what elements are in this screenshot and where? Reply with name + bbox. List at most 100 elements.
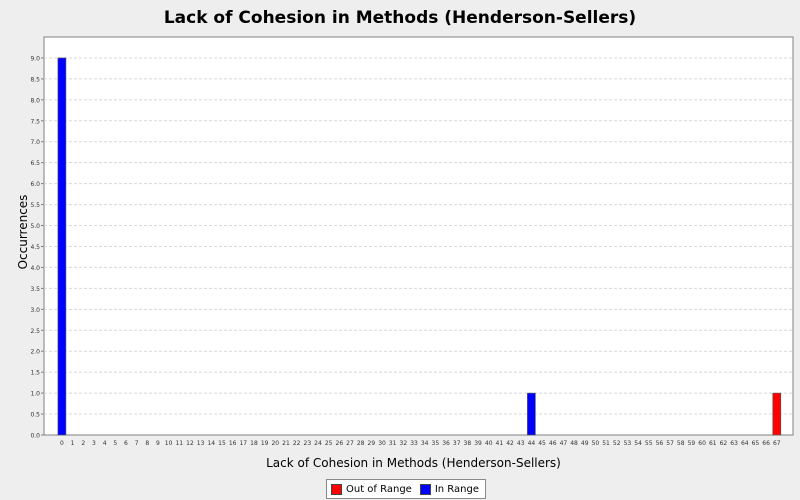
x-tick-label: 62 xyxy=(720,440,728,447)
y-tick-label: 1.0 xyxy=(30,391,40,398)
x-tick-label: 58 xyxy=(677,440,685,447)
x-tick-label: 45 xyxy=(538,440,546,447)
x-tick-label: 18 xyxy=(250,440,258,447)
x-tick-label: 29 xyxy=(368,440,376,447)
legend-item-in-range: In Range xyxy=(419,483,479,495)
x-tick-label: 6 xyxy=(124,440,128,447)
x-tick-label: 21 xyxy=(282,440,290,447)
y-tick-label: 7.5 xyxy=(30,118,40,125)
x-tick-label: 31 xyxy=(389,440,397,447)
x-tick-label: 50 xyxy=(592,440,600,447)
y-tick-label: 0.5 xyxy=(30,412,40,419)
x-tick-label: 1 xyxy=(71,440,75,447)
y-tick-label: 8.5 xyxy=(30,76,40,83)
x-tick-label: 54 xyxy=(634,440,642,447)
x-tick-label: 67 xyxy=(773,440,781,447)
y-tick-label: 4.5 xyxy=(30,244,40,251)
y-tick-label: 4.0 xyxy=(30,265,40,272)
x-tick-label: 9 xyxy=(156,440,160,447)
y-tick-label: 3.0 xyxy=(30,307,40,314)
bar-out-of-range-67 xyxy=(772,392,782,436)
x-tick-label: 17 xyxy=(239,440,247,447)
x-tick-label: 2 xyxy=(81,440,85,447)
y-tick-label: 2.0 xyxy=(30,349,40,356)
chart-title: Lack of Cohesion in Methods (Henderson-S… xyxy=(163,8,637,28)
y-tick-label: 1.5 xyxy=(30,370,40,377)
x-tick-label: 24 xyxy=(314,440,322,447)
y-tick-label: 8.0 xyxy=(30,97,40,104)
x-tick-label: 22 xyxy=(293,440,301,447)
x-tick-label: 5 xyxy=(113,440,117,447)
x-tick-label: 49 xyxy=(581,440,589,447)
x-tick-label: 57 xyxy=(666,440,674,447)
x-tick-label: 35 xyxy=(432,440,440,447)
x-tick-label: 27 xyxy=(346,440,354,447)
x-tick-label: 32 xyxy=(400,440,408,447)
x-tick-label: 46 xyxy=(549,440,557,447)
x-tick-label: 56 xyxy=(656,440,664,447)
x-axis-label: Lack of Cohesion in Methods (Henderson-S… xyxy=(266,456,561,470)
x-tick-label: 47 xyxy=(560,440,568,447)
x-tick-label: 20 xyxy=(271,440,279,447)
x-tick-label: 0 xyxy=(60,440,64,447)
x-tick-label: 25 xyxy=(325,440,333,447)
x-tick-label: 12 xyxy=(186,440,194,447)
bar-in-range-0 xyxy=(57,57,67,436)
y-tick-label: 5.0 xyxy=(30,223,40,230)
x-tick-label: 10 xyxy=(165,440,173,447)
y-tick-label: 6.5 xyxy=(30,160,40,167)
legend-swatch-red xyxy=(331,483,342,495)
x-tick-label: 39 xyxy=(474,440,482,447)
x-tick-label: 60 xyxy=(698,440,706,447)
x-tick-label: 61 xyxy=(709,440,717,447)
legend: Out of Range In Range xyxy=(326,479,486,499)
x-tick-label: 38 xyxy=(464,440,472,447)
y-axis-label: Occurrences xyxy=(16,195,30,270)
y-tick-label: 9.0 xyxy=(30,55,40,62)
y-tick-label: 2.5 xyxy=(30,328,40,335)
legend-label-in-range: In Range xyxy=(434,483,479,495)
x-tick-label: 63 xyxy=(730,440,738,447)
x-tick-label: 48 xyxy=(570,440,578,447)
x-tick-label: 11 xyxy=(175,440,183,447)
plot-area xyxy=(43,36,794,436)
x-tick-label: 59 xyxy=(688,440,696,447)
x-tick-label: 36 xyxy=(442,440,450,447)
x-tick-label: 64 xyxy=(741,440,749,447)
x-tick-label: 23 xyxy=(304,440,312,447)
x-tick-label: 19 xyxy=(261,440,269,447)
y-tick-label: 6.0 xyxy=(30,181,40,188)
x-tick-label: 42 xyxy=(506,440,514,447)
x-tick-label: 14 xyxy=(207,440,215,447)
x-tick-label: 55 xyxy=(645,440,653,447)
x-tick-label: 53 xyxy=(624,440,632,447)
x-tick-label: 44 xyxy=(528,440,536,447)
y-tick-label: 5.5 xyxy=(30,202,40,209)
x-tick-label: 13 xyxy=(197,440,205,447)
x-tick-label: 52 xyxy=(613,440,621,447)
legend-label-out-of-range: Out of Range xyxy=(346,483,412,495)
y-tick-label: 0.0 xyxy=(30,433,40,440)
x-tick-label: 26 xyxy=(336,440,344,447)
x-tick-label: 15 xyxy=(218,440,226,447)
y-tick-label: 3.5 xyxy=(30,286,40,293)
x-tick-label: 28 xyxy=(357,440,365,447)
legend-item-out-of-range: Out of Range xyxy=(331,483,412,495)
x-tick-label: 65 xyxy=(752,440,760,447)
legend-swatch-blue xyxy=(419,483,431,495)
x-tick-label: 16 xyxy=(229,440,237,447)
x-tick-label: 43 xyxy=(517,440,525,447)
x-tick-label: 33 xyxy=(410,440,418,447)
x-tick-label: 51 xyxy=(602,440,610,447)
x-tick-label: 41 xyxy=(496,440,504,447)
x-tick-label: 4 xyxy=(103,440,107,447)
x-tick-label: 40 xyxy=(485,440,493,447)
bar-in-range-44 xyxy=(527,392,536,436)
x-tick-label: 30 xyxy=(378,440,386,447)
x-tick-label: 3 xyxy=(92,440,96,447)
x-tick-label: 34 xyxy=(421,440,429,447)
x-tick-label: 7 xyxy=(135,440,139,447)
x-tick-label: 66 xyxy=(762,440,770,447)
x-tick-label: 37 xyxy=(453,440,461,447)
